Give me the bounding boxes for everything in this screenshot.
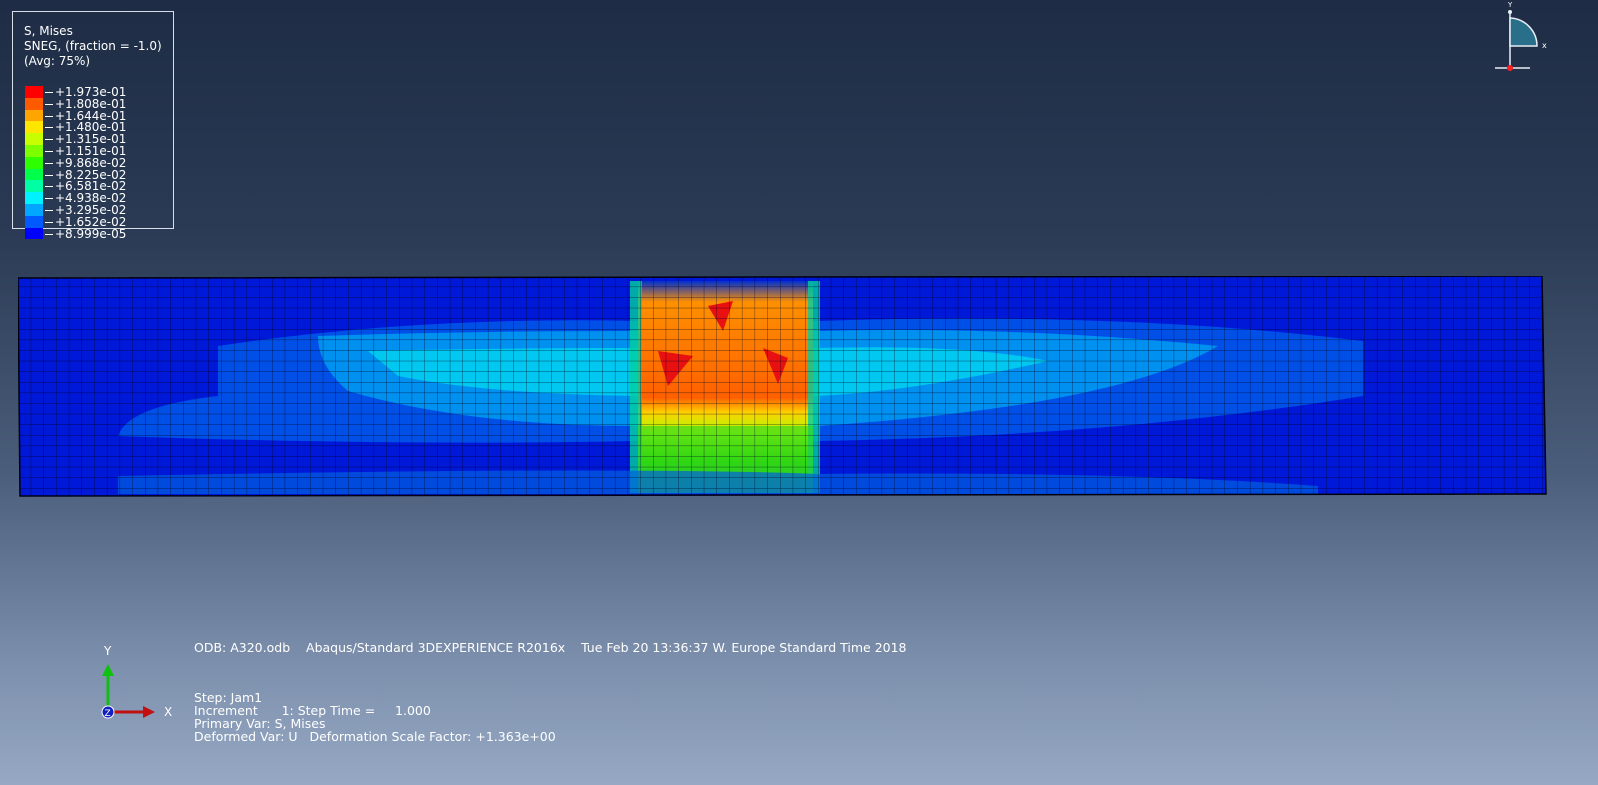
svg-text:Y: Y bbox=[1507, 1, 1513, 9]
legend-value: +1.315e-01 bbox=[55, 132, 127, 147]
legend-swatch bbox=[25, 86, 43, 98]
legend-value: +1.151e-01 bbox=[55, 143, 127, 158]
legend-swatch bbox=[25, 97, 43, 110]
legend-value: +6.581e-02 bbox=[55, 179, 127, 194]
primary-var-info: Primary Var: S, Mises bbox=[194, 716, 326, 731]
deformed-var-info: Deformed Var: U Deformation Scale Factor… bbox=[194, 729, 556, 744]
view-orientation-icon[interactable]: Y x bbox=[1490, 0, 1550, 75]
legend-value: +1.644e-01 bbox=[55, 108, 127, 123]
legend-value: +3.295e-02 bbox=[55, 202, 127, 217]
legend-value: +1.480e-01 bbox=[55, 120, 127, 135]
legend-value: +8.999e-05 bbox=[55, 226, 127, 241]
legend-title: S, Mises SNEG, (fraction = -1.0) (Avg: 7… bbox=[24, 24, 162, 68]
legend-swatch bbox=[25, 168, 43, 181]
svg-text:x: x bbox=[1542, 41, 1547, 50]
legend-swatch bbox=[25, 180, 43, 193]
legend-swatch bbox=[25, 203, 43, 216]
legend-swatch bbox=[25, 133, 43, 145]
legend-value: +8.225e-02 bbox=[55, 167, 127, 182]
legend-swatch bbox=[25, 215, 43, 228]
fe-model-contour[interactable] bbox=[18, 276, 1548, 506]
increment-info: Increment 1: Step Time = 1.000 bbox=[194, 703, 431, 718]
legend-value: +9.868e-02 bbox=[55, 155, 127, 170]
legend-swatch bbox=[25, 156, 43, 169]
legend-swatch bbox=[25, 227, 43, 240]
legend-swatch bbox=[25, 109, 43, 122]
svg-text:Z: Z bbox=[105, 709, 111, 719]
step-info: Step: Jam1 bbox=[194, 690, 263, 705]
legend-value: +1.973e-01 bbox=[55, 85, 127, 99]
legend-value: +1.652e-02 bbox=[55, 214, 127, 229]
legend-swatch bbox=[25, 121, 43, 134]
coordinate-triad-icon: Z Y X bbox=[101, 644, 172, 719]
contour-legend[interactable]: S, Mises SNEG, (fraction = -1.0) (Avg: 7… bbox=[12, 11, 174, 240]
svg-text:Y: Y bbox=[103, 644, 112, 658]
legend-value: +4.938e-02 bbox=[55, 191, 127, 206]
legend-swatch bbox=[25, 144, 43, 157]
odb-info-line: ODB: A320.odb Abaqus/Standard 3DEXPERIEN… bbox=[194, 640, 907, 655]
svg-text:X: X bbox=[164, 705, 172, 719]
legend-value: +1.808e-01 bbox=[55, 96, 127, 111]
legend-swatch bbox=[25, 192, 43, 204]
